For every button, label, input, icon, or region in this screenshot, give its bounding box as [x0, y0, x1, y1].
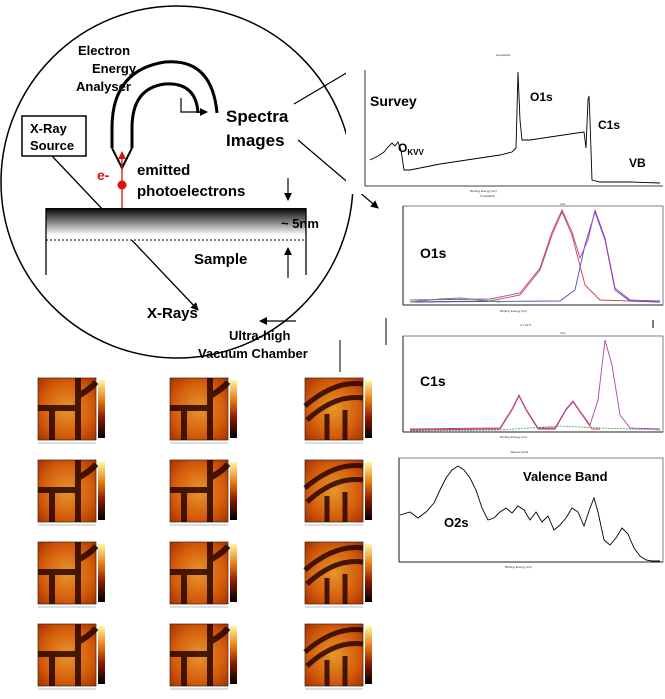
spectra-label: Spectra	[226, 107, 289, 126]
c1s-fit-red	[409, 394, 600, 431]
svg-text:2 x 10^3: 2 x 10^3	[520, 323, 532, 327]
valence-band-o2s: O2s	[444, 515, 469, 530]
xps-image-tile	[303, 377, 372, 444]
svg-text:Binding Energy (eV): Binding Energy (eV)	[470, 189, 497, 193]
sample-surface-layer	[46, 208, 306, 240]
valence-band-spectrum	[399, 465, 660, 562]
xray-source-label-line2: Source	[30, 138, 74, 153]
chamber-label-line2: Vacuum Chamber	[198, 346, 308, 361]
xps-image-tile	[169, 459, 237, 526]
xps-image-tile	[169, 541, 237, 608]
survey-peak-vb: VB	[629, 156, 646, 170]
analyser-output-arrow	[180, 98, 208, 116]
o1s-fit-green	[409, 297, 501, 303]
analyser-label-line3: Analyser	[76, 79, 131, 94]
electron-label: e-	[97, 167, 110, 183]
xps-image-tile	[169, 377, 237, 444]
o1s-fit-blue	[409, 210, 661, 303]
svg-text:C1s: C1s	[560, 331, 566, 335]
xrays-label: X-Rays	[147, 305, 198, 322]
o1s-panel: O1s Binding Energy (eV) 2 x 10^3 O1s	[390, 198, 664, 327]
c1s-envelope	[409, 339, 661, 430]
svg-text:sample001: sample001	[496, 53, 511, 57]
electron-dot	[117, 180, 127, 190]
analyser-label-line2: Energy	[92, 61, 137, 76]
svg-text:Binding Energy (eV): Binding Energy (eV)	[500, 309, 527, 313]
svg-text:Binding Energy (eV): Binding Energy (eV)	[500, 435, 527, 439]
valence-band-label: Valence Band	[523, 469, 608, 484]
c1s-label: C1s	[420, 373, 446, 389]
svg-text:O1s: O1s	[560, 202, 566, 206]
survey-panel: sample001 Binding Energy (eV) 0 scale000…	[346, 53, 664, 198]
xps-image-grid	[37, 377, 372, 690]
xray-source-box	[21, 115, 87, 157]
xray-source-label-line1: X-Ray	[30, 121, 68, 136]
survey-spectrum-line	[369, 71, 661, 184]
svg-text:Binding Energy (eV): Binding Energy (eV)	[505, 565, 532, 569]
survey-peak-okvv: OKVV	[398, 141, 424, 157]
chamber-label-line1: Ultra-high	[229, 328, 290, 343]
o1s-label: O1s	[420, 245, 447, 261]
xps-image-tile	[169, 623, 237, 690]
depth-label: ~ 5nm	[281, 216, 319, 231]
emitted-label-line2: photoelectrons	[137, 183, 245, 200]
emitted-label-line1: emitted	[137, 162, 190, 179]
images-to-panels-arrow	[297, 139, 379, 209]
xps-image-tile	[303, 623, 372, 690]
analyser-icon	[110, 60, 219, 171]
sample-label: Sample	[194, 251, 247, 268]
xps-image-tile	[303, 459, 372, 526]
xps-image-tile	[37, 377, 105, 444]
survey-label: Survey	[370, 93, 417, 109]
images-label: Images	[226, 131, 285, 150]
xps-image-tile	[37, 459, 105, 526]
valence-band-panel: Valence band Binding Energy (eV) Valence…	[396, 450, 664, 569]
survey-peak-o1s: O1s	[530, 90, 553, 104]
svg-text:0 scale000: 0 scale000	[480, 194, 495, 198]
svg-text:Valence band: Valence band	[510, 450, 528, 454]
c1s-panel: C1s Binding Energy (eV) C1s	[390, 328, 664, 439]
o1s-fit-red	[409, 210, 661, 303]
xps-image-tile	[37, 541, 105, 608]
xps-image-tile	[37, 623, 105, 690]
c1s-fit-green	[409, 425, 661, 432]
survey-peak-c1s: C1s	[598, 118, 620, 132]
xps-image-tile	[303, 541, 372, 608]
analyser-label-line1: Electron	[78, 43, 130, 58]
o1s-envelope	[409, 208, 661, 302]
